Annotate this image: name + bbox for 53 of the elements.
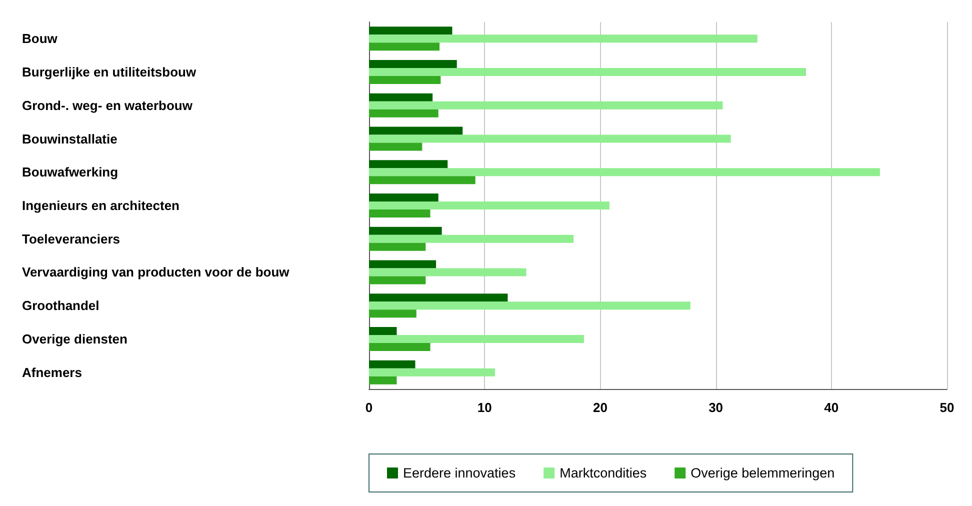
y-tick-label: Bouw <box>22 31 58 46</box>
bar <box>369 60 457 68</box>
legend-label: Marktcondities <box>560 466 647 480</box>
bar <box>369 42 440 51</box>
y-tick-label: Groothandel <box>22 298 100 314</box>
bar <box>369 194 438 202</box>
bar <box>369 342 430 351</box>
y-tick-label: Toeleveranciers <box>22 231 120 246</box>
bar <box>369 210 430 218</box>
bar <box>369 376 397 384</box>
bar <box>369 202 610 210</box>
x-tick-label: 10 <box>477 400 492 415</box>
bar <box>369 334 584 343</box>
y-tick-label: Bouwinstallatie <box>22 131 118 146</box>
bar <box>369 93 433 102</box>
bar <box>369 134 731 143</box>
bar <box>369 260 436 268</box>
bar <box>369 109 438 118</box>
bar <box>369 242 426 251</box>
bar <box>369 34 758 43</box>
bar <box>369 226 442 235</box>
bar <box>369 160 448 168</box>
bar <box>369 142 422 151</box>
y-tick-label: Overige diensten <box>22 331 128 346</box>
x-tick-label: 20 <box>592 400 608 415</box>
x-tick-label: 0 <box>365 400 373 415</box>
legend-label: Eerdere innovaties <box>403 466 516 480</box>
bar <box>369 101 723 110</box>
y-tick-label: Bouwafwerking <box>22 164 118 180</box>
y-tick-label: Afnemers <box>22 364 82 380</box>
x-tick-label: 50 <box>940 400 954 415</box>
bar <box>369 176 476 184</box>
bar <box>369 68 806 76</box>
legend-label: Overige belemmeringen <box>690 466 835 480</box>
bar <box>369 268 526 276</box>
bar <box>369 294 508 302</box>
bar <box>369 368 496 376</box>
x-tick-label: 30 <box>708 400 724 415</box>
bar <box>369 234 574 243</box>
bar <box>369 168 880 176</box>
bar <box>369 126 463 135</box>
bar <box>369 276 426 284</box>
y-tick-label: Grond-. weg- en waterbouw <box>22 98 194 113</box>
bar <box>369 76 441 84</box>
bar <box>369 302 690 310</box>
bar <box>369 326 397 335</box>
y-tick-label: Burgerlijke en utiliteitsbouw <box>22 64 197 80</box>
y-tick-label: Vervaardiging van producten voor de bouw <box>22 264 290 280</box>
bar <box>369 360 416 368</box>
y-tick-label: Ingenieurs en architecten <box>22 198 180 213</box>
bar <box>369 310 416 318</box>
x-tick-label: 40 <box>824 400 839 415</box>
bar <box>369 26 452 35</box>
